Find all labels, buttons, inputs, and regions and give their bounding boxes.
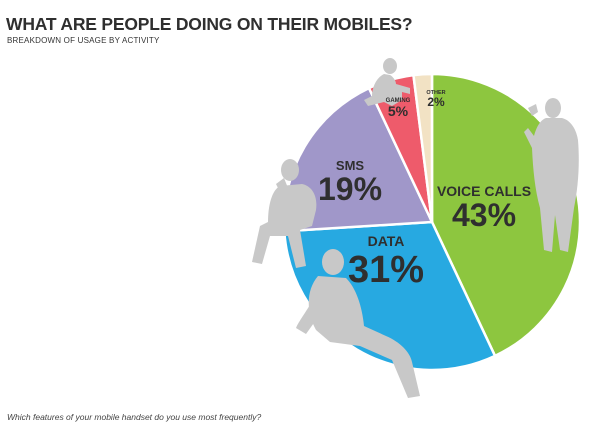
person-reclining-phone-icon bbox=[296, 249, 420, 398]
slice-value-voice-calls: 43% bbox=[452, 197, 516, 233]
chart-title: WHAT ARE PEOPLE DOING ON THEIR MOBILES? bbox=[6, 14, 413, 34]
slice-value-gaming: 5% bbox=[388, 103, 409, 119]
slice-label-data: DATA bbox=[368, 233, 405, 249]
slice-label-voice-calls: VOICE CALLS bbox=[437, 183, 531, 199]
slice-label-other: OTHER bbox=[426, 90, 445, 96]
slice-value-other: 2% bbox=[427, 95, 445, 109]
slice-label-gaming: GAMING bbox=[386, 98, 411, 104]
person-sitting-top-icon bbox=[364, 58, 410, 106]
slice-value-data: 31% bbox=[348, 249, 424, 291]
illustrations bbox=[252, 58, 579, 398]
slice-value-sms: 19% bbox=[318, 171, 382, 207]
chart-footnote: Which features of your mobile handset do… bbox=[7, 412, 262, 422]
slice-label-sms: SMS bbox=[336, 158, 365, 173]
person-sitting-phone-icon bbox=[252, 159, 317, 268]
chart-subtitle: BREAKDOWN OF USAGE BY ACTIVITY bbox=[7, 36, 160, 45]
person-standing-phone-icon bbox=[524, 98, 579, 252]
pie-slice-other bbox=[412, 72, 434, 224]
